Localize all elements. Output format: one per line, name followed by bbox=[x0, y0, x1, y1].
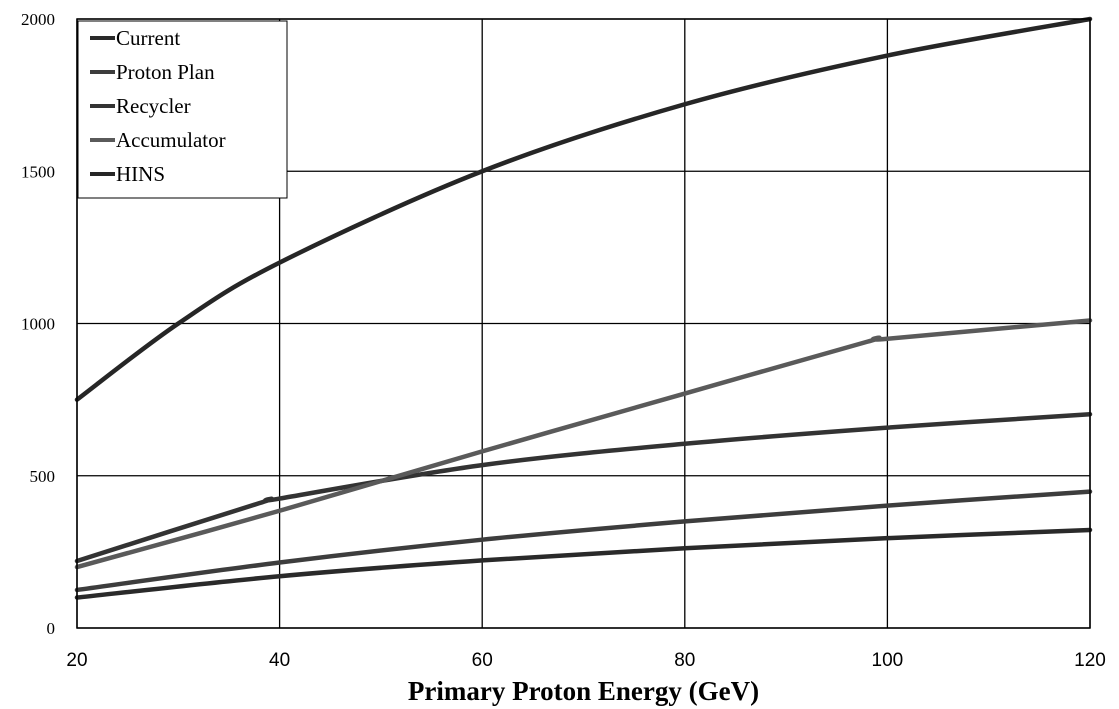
x-tick-label: 80 bbox=[674, 650, 695, 671]
y-tick-label: 0 bbox=[47, 619, 56, 638]
x-tick-label: 60 bbox=[472, 650, 493, 671]
y-tick-label: 500 bbox=[30, 467, 56, 486]
legend-label-current: Current bbox=[116, 26, 180, 50]
legend-label-hins: HINS bbox=[116, 162, 165, 186]
x-axis-ticks: 20 40 60 80 100 120 bbox=[66, 650, 1105, 671]
series-line-accumulator bbox=[74, 318, 1093, 570]
series-line-recycler bbox=[74, 411, 1093, 564]
series-line-hins bbox=[74, 16, 1093, 402]
x-tick-label: 120 bbox=[1074, 650, 1106, 671]
x-axis-label: Primary Proton Energy (GeV) bbox=[408, 676, 759, 706]
series-line-proton-plan bbox=[74, 489, 1093, 593]
y-tick-label: 2000 bbox=[21, 10, 55, 29]
x-tick-label: 100 bbox=[872, 650, 904, 671]
series-layer bbox=[74, 16, 1093, 600]
y-axis-ticks: 0 500 1000 1500 2000 bbox=[21, 10, 55, 638]
y-tick-label: 1500 bbox=[21, 162, 55, 181]
x-tick-label: 20 bbox=[66, 650, 87, 671]
x-tick-label: 40 bbox=[269, 650, 290, 671]
legend-box bbox=[77, 20, 288, 199]
legend: Current Proton Plan Recycler Accumulator HIN… bbox=[77, 20, 288, 199]
legend-label-proton-plan: Proton Plan bbox=[116, 60, 215, 84]
legend-label-accumulator: Accumulator bbox=[116, 128, 226, 152]
series-line-current bbox=[74, 527, 1093, 600]
y-tick-label: 1000 bbox=[21, 315, 55, 334]
plot-frame bbox=[76, 18, 1091, 629]
legend-label-recycler: Recycler bbox=[116, 94, 191, 118]
